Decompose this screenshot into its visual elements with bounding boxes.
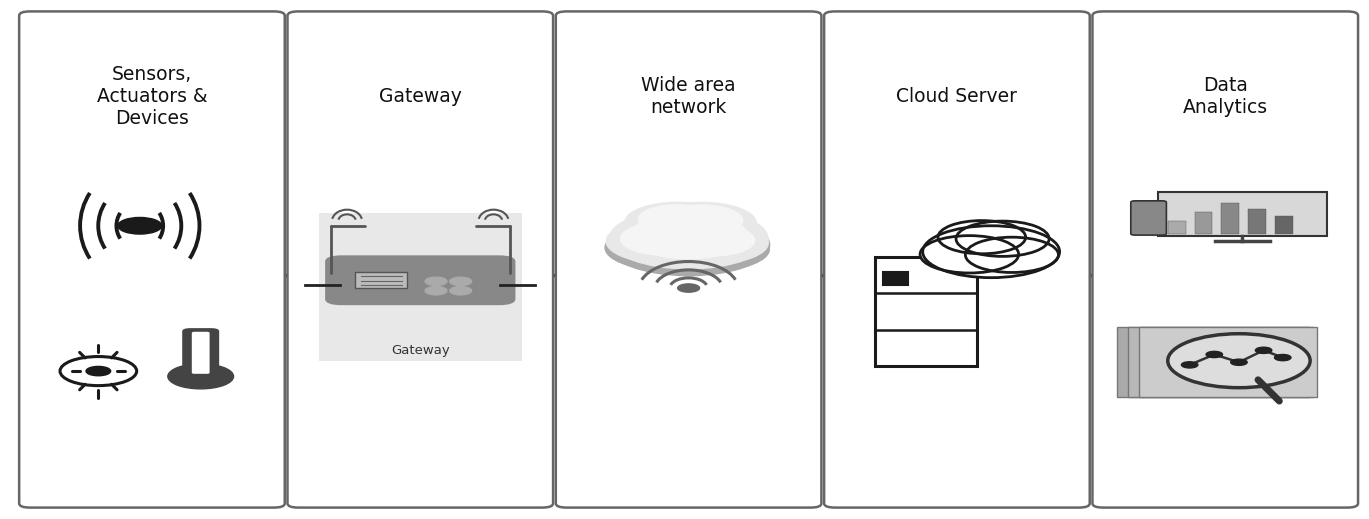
Bar [1139,327,1317,397]
Bar [875,257,977,366]
Circle shape [450,286,471,295]
Circle shape [168,364,234,389]
Circle shape [660,205,742,236]
Circle shape [1181,362,1198,368]
Circle shape [620,222,706,255]
FancyBboxPatch shape [192,332,209,374]
Circle shape [628,214,747,258]
Circle shape [646,208,757,251]
Circle shape [965,237,1058,272]
Circle shape [672,225,754,256]
FancyBboxPatch shape [1131,201,1166,235]
FancyBboxPatch shape [556,11,821,508]
Circle shape [424,277,446,285]
Circle shape [450,277,471,285]
Circle shape [920,236,1019,273]
Circle shape [605,225,723,270]
FancyBboxPatch shape [1092,11,1358,508]
Bar [1195,212,1213,234]
Circle shape [923,226,1060,278]
FancyBboxPatch shape [19,11,285,508]
FancyBboxPatch shape [182,328,219,384]
Circle shape [678,284,700,292]
Circle shape [118,217,162,234]
Bar [883,272,908,285]
Bar [1221,203,1239,234]
FancyBboxPatch shape [824,11,1090,508]
Circle shape [1231,359,1247,365]
Circle shape [624,208,730,249]
Text: Cloud Server: Cloud Server [897,87,1017,105]
Circle shape [938,221,1025,254]
Bar [319,213,522,361]
Bar [1168,221,1186,234]
Circle shape [608,214,769,276]
Circle shape [1275,354,1291,361]
Bar [1249,209,1266,234]
Circle shape [657,228,769,270]
FancyBboxPatch shape [326,255,515,305]
Circle shape [626,202,730,242]
Bar [1117,327,1309,397]
Text: Wide area
network: Wide area network [641,76,737,116]
Circle shape [1168,334,1310,388]
Text: Data
Analytics: Data Analytics [1183,76,1268,116]
Bar [356,272,408,288]
Circle shape [956,221,1049,256]
Text: Gateway: Gateway [379,87,461,105]
Bar [1128,327,1313,397]
Circle shape [609,209,768,269]
Circle shape [658,222,768,264]
Circle shape [86,366,111,376]
Bar [1275,216,1292,234]
Circle shape [646,202,756,244]
Circle shape [638,204,716,234]
Text: Sensors,
Actuators &
Devices: Sensors, Actuators & Devices [97,64,207,128]
Circle shape [1255,347,1272,353]
Bar [1158,193,1327,236]
Circle shape [424,286,446,295]
FancyBboxPatch shape [287,11,553,508]
Circle shape [606,220,721,263]
Text: Gateway: Gateway [392,344,449,357]
Circle shape [1206,351,1223,358]
